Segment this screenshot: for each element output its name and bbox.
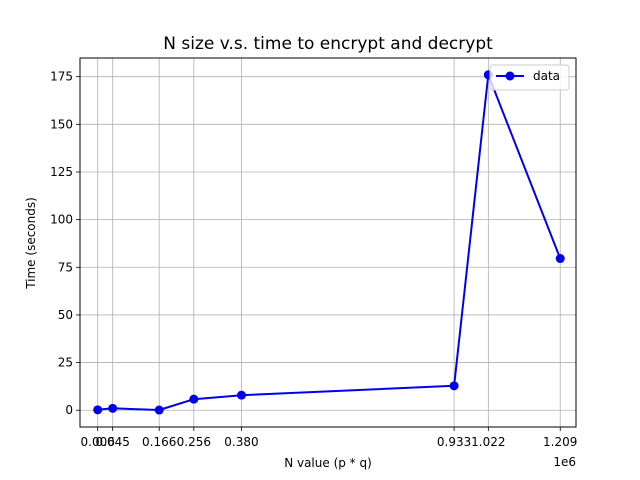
legend-label: data xyxy=(533,69,560,83)
y-tick-label: 50 xyxy=(58,308,73,322)
x-tick-label: 0.166 xyxy=(142,435,176,449)
x-axis-offset-label: 1e6 xyxy=(553,455,576,469)
data-point xyxy=(154,405,164,415)
chart-title: N size v.s. time to encrypt and decrypt xyxy=(163,34,493,54)
series-lines xyxy=(97,73,562,411)
legend: data xyxy=(489,64,570,91)
x-tick-label: 0.006 xyxy=(81,435,115,449)
y-tick-label: 150 xyxy=(50,117,73,131)
y-tick-label: 75 xyxy=(58,260,73,274)
y-axis-label: Time (seconds) xyxy=(24,197,38,290)
series-points xyxy=(93,70,565,415)
plot-frame xyxy=(79,57,577,428)
x-tick-label: 0.933 xyxy=(437,435,471,449)
data-point xyxy=(108,403,118,413)
y-axis-ticks: 0 25 50 75 100 125 150 175 xyxy=(50,70,80,417)
y-tick-label: 175 xyxy=(50,70,73,84)
x-tick-label: 1.209 xyxy=(543,435,577,449)
y-tick-label: 0 xyxy=(65,403,73,417)
x-tick-label: 0.045 xyxy=(96,435,130,449)
series-line-data xyxy=(97,73,562,411)
legend-marker xyxy=(505,71,515,81)
x-tick-label: 0.256 xyxy=(177,435,211,449)
y-tick-label: 100 xyxy=(50,213,73,227)
legend-box xyxy=(489,64,570,91)
x-tick-label: 0.380 xyxy=(224,435,258,449)
data-point xyxy=(555,254,565,264)
y-tick-label: 125 xyxy=(50,165,73,179)
data-point xyxy=(449,381,459,391)
y-tick-label: 25 xyxy=(58,356,73,370)
data-point xyxy=(93,405,103,415)
data-point xyxy=(236,390,246,400)
x-axis-label: N value (p * q) xyxy=(284,456,372,470)
data-point xyxy=(189,394,199,404)
x-tick-label: 1.022 xyxy=(471,435,505,449)
